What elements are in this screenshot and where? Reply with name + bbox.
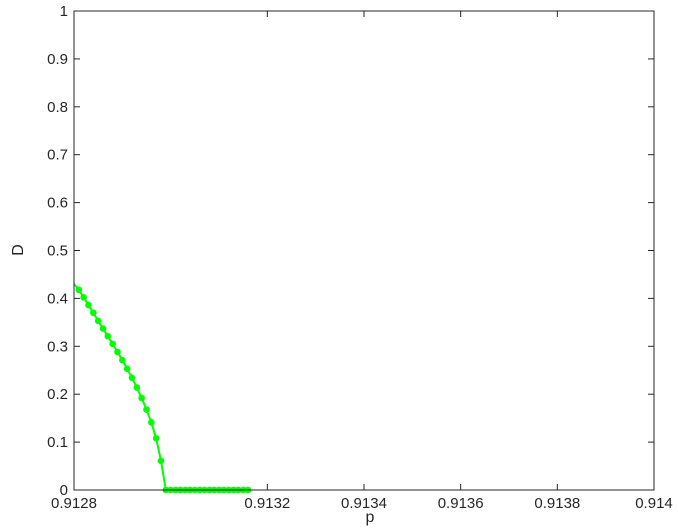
y-tick-label: 1 [60,3,68,20]
data-point [99,325,107,332]
y-tick-label: 0.6 [47,195,68,212]
y-tick-label: 0 [60,482,68,499]
data-point [152,434,160,442]
data-point [123,365,131,373]
y-axis-label: D [10,244,27,256]
data-point [85,301,92,309]
x-tick-label: 0.914 [635,495,673,512]
y-tick-label: 0.2 [47,386,68,403]
y-tick-label: 0.7 [47,147,68,164]
data-point [128,374,136,382]
data-point [114,348,121,356]
data-point [94,317,102,325]
x-tick-label: 0.9136 [438,495,484,512]
plot-area [74,11,654,490]
x-tick-label: 0.9138 [534,495,580,512]
x-tick-label: 0.9128 [51,495,97,512]
y-tick-label: 0.9 [47,51,68,68]
data-point [75,286,83,294]
data-point [138,394,145,402]
y-axis: 0 0.1 0.2 0.3 0.4 0.5 0.6 0.7 0.8 0.9 1 [47,3,654,499]
data-point [90,309,97,317]
x-tick-label: 0.9134 [341,495,387,512]
data-point [80,294,87,301]
y-tick-label: 0.5 [47,243,68,260]
y-tick-label: 0.3 [47,338,68,355]
x-axis-label: p [366,509,375,526]
y-tick-label: 0.4 [47,290,68,307]
data-point [148,419,155,426]
data-point [143,406,150,413]
data-point [104,332,112,340]
data-point [119,356,126,364]
data-point [157,457,165,465]
data-point [109,340,116,348]
x-tick-label: 0.9132 [244,495,290,512]
x-axis: 0.9128 0.9132 0.9134 0.9136 0.9138 0.914 [51,11,673,512]
y-tick-label: 0.1 [47,434,68,451]
y-tick-label: 0.8 [47,99,68,116]
data-point [133,384,141,391]
